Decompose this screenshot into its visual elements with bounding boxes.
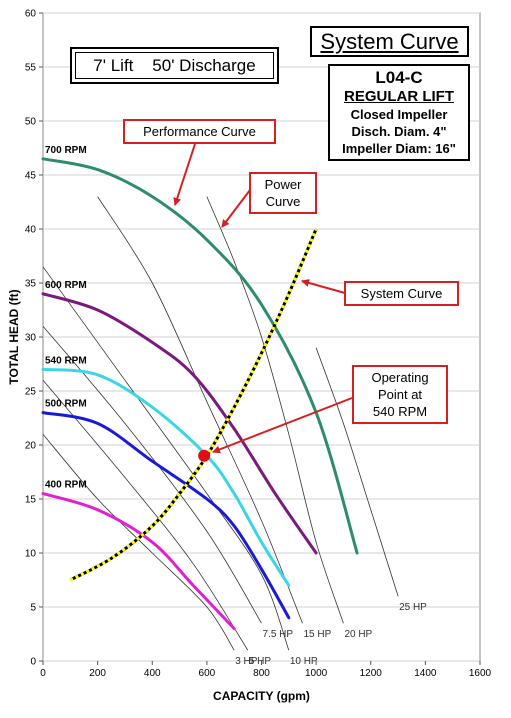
- x-tick-label: 200: [89, 668, 106, 679]
- operating-point-marker: [198, 449, 211, 462]
- x-axis-label: CAPACITY (gpm): [213, 689, 310, 703]
- spec-diam: Impeller Diam: 16": [342, 141, 456, 156]
- x-tick-label: 0: [40, 668, 46, 679]
- series-label: 700 RPM: [45, 145, 87, 156]
- power-curve-label-text: 10 HP: [290, 656, 318, 667]
- spec-disch: Disch. Diam. 4": [351, 124, 447, 139]
- power-label-line1: Power: [264, 177, 302, 192]
- x-tick-label: 400: [144, 668, 161, 679]
- spec-box: L04-C REGULAR LIFT Closed Impeller Disch…: [328, 64, 470, 161]
- chart-title: System Curve: [320, 29, 459, 54]
- power-label-line2: Curve: [265, 194, 301, 209]
- op-label-line1: Operating: [371, 370, 429, 385]
- system-arrow: [301, 279, 346, 294]
- series-line: [41, 411, 291, 620]
- y-tick-label: 60: [25, 9, 37, 20]
- system-curve-line: [69, 228, 318, 582]
- y-tick-label: 10: [25, 549, 37, 560]
- power-curve-line: [42, 266, 290, 651]
- performance-curves: 700 RPM 600 RPM 540 RPM 500 RPM 400 RPM: [41, 145, 359, 631]
- x-tick-label: 1000: [305, 668, 328, 679]
- y-tick-label: 55: [25, 63, 37, 74]
- y-tick-label: 25: [25, 387, 37, 398]
- y-tick-label: 15: [25, 495, 37, 506]
- power-curve-label-text: 15 HP: [303, 629, 331, 640]
- x-tick-label: 600: [199, 668, 216, 679]
- y-tick-label: 45: [25, 171, 37, 182]
- series-line: [41, 292, 318, 555]
- power-curve-label: Power Curve: [249, 172, 317, 214]
- y-tick-label: 40: [25, 225, 37, 236]
- spec-type: REGULAR LIFT: [344, 88, 454, 105]
- series-line: [41, 157, 359, 555]
- power-curve-label-text: 20 HP: [344, 629, 372, 640]
- power-curve-line: [42, 379, 249, 651]
- op-label-line3: 540 RPM: [372, 404, 428, 419]
- y-tick-label: 30: [25, 333, 37, 344]
- power-curves: 3 HP5 HP 7.5 HP 10 HP 15 HP 20 HP 25 HP: [42, 196, 427, 667]
- series-label: 600 RPM: [45, 280, 87, 291]
- x-tick-label: 1200: [360, 668, 383, 679]
- operating-point-label: Operating Point at 540 RPM: [352, 365, 448, 424]
- series-label: 500 RPM: [45, 399, 87, 410]
- system-curve-label: System Curve: [344, 281, 459, 306]
- power-arrow: [221, 189, 251, 228]
- series-label: 400 RPM: [45, 480, 87, 491]
- series-line: [41, 492, 236, 631]
- operating-point-arrow: [212, 397, 353, 454]
- power-curve-label-text: 25 HP: [399, 602, 427, 613]
- power-curve-line: [42, 433, 235, 651]
- spec-model: L04-C: [375, 68, 423, 87]
- power-curve-label-text: 3 HP: [235, 656, 258, 667]
- power-curve-label-text: 5 HP: [249, 656, 272, 667]
- power-curve-line: [206, 196, 344, 624]
- y-tick-label: 5: [30, 603, 36, 614]
- chart-title-box: System Curve: [310, 26, 469, 57]
- lift-discharge-box: 7' Lift 50' Discharge: [70, 47, 279, 84]
- annotation-arrows: [173, 143, 353, 454]
- power-curve-label-text: 7.5 HP: [263, 629, 294, 640]
- series-label: 540 RPM: [45, 355, 87, 366]
- y-tick-label: 50: [25, 117, 37, 128]
- performance-arrow: [173, 143, 196, 206]
- y-tick-label: 35: [25, 279, 37, 290]
- op-label-line2: Point at: [377, 387, 423, 402]
- y-tick-label: 20: [25, 441, 37, 452]
- x-tick-label: 1400: [414, 668, 437, 679]
- y-axis-label: TOTAL HEAD (ft): [7, 289, 21, 384]
- performance-curve-label: Performance Curve: [123, 119, 276, 144]
- y-tick-label: 0: [30, 657, 36, 668]
- spec-impeller: Closed Impeller: [350, 107, 448, 122]
- x-tick-label: 800: [253, 668, 270, 679]
- power-curve-line: [42, 325, 262, 624]
- power-curve-line: [97, 196, 303, 624]
- x-tick-label: 1600: [469, 668, 492, 679]
- power-curve-line: [315, 347, 399, 597]
